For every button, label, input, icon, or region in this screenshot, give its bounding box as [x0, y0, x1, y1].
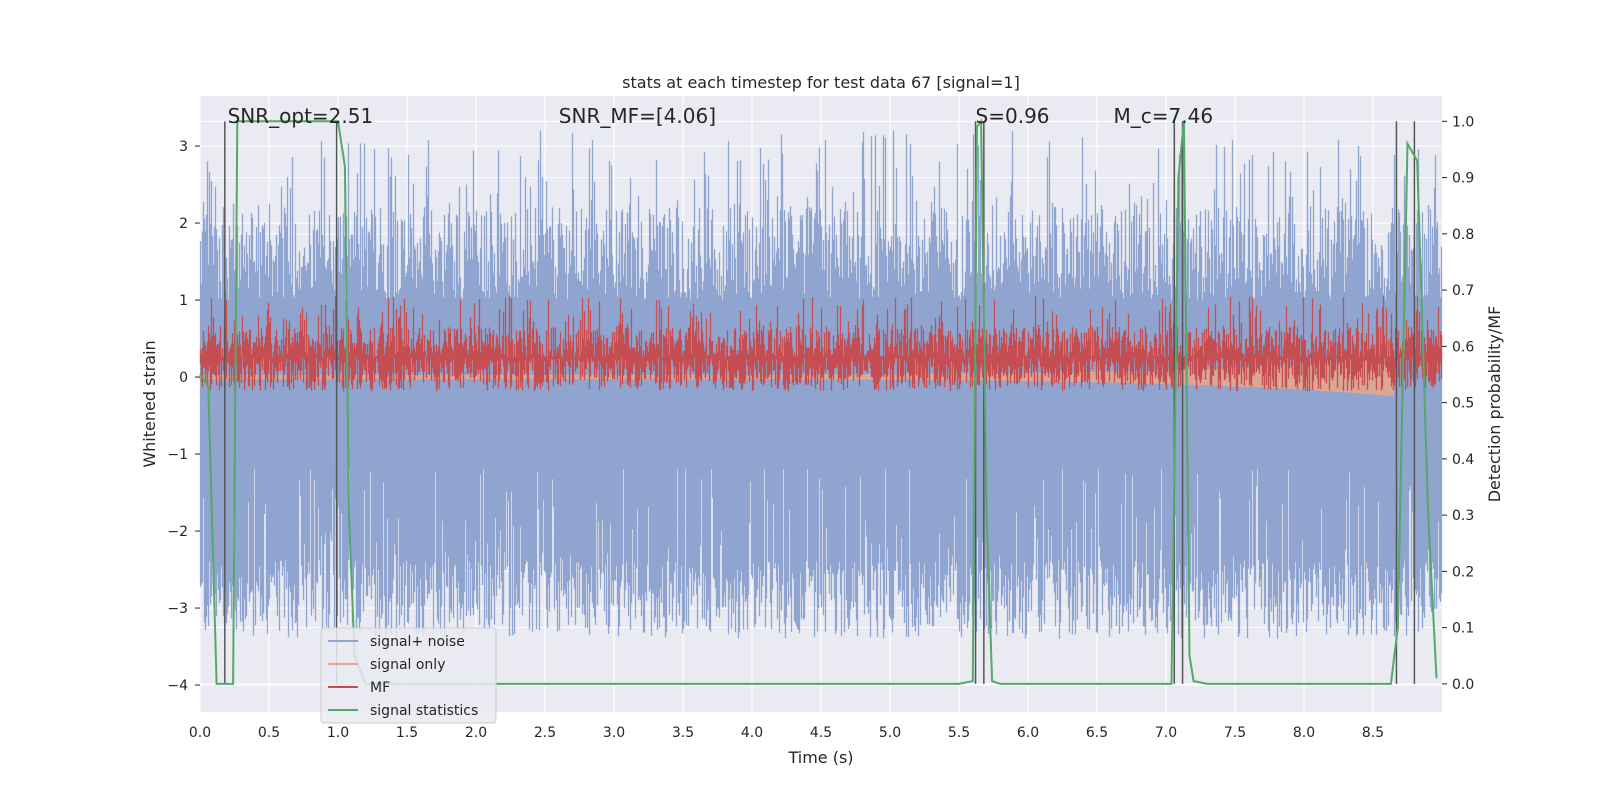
signal-statistics-line — [199, 118, 1438, 685]
y-tick-label: 3 — [179, 139, 188, 155]
x-tick-label: 6.0 — [1017, 725, 1039, 741]
y-tick-label: 0 — [179, 370, 188, 386]
y-right-tick-label: 0.2 — [1452, 564, 1474, 580]
y-tick-label: −3 — [167, 601, 188, 617]
y-right-tick-label: 0.9 — [1452, 171, 1474, 187]
y-right-tick-label: 0.6 — [1452, 339, 1474, 355]
x-axis-label: Time (s) — [787, 748, 853, 767]
x-tick-label: 0.5 — [258, 725, 280, 741]
x-tick-label: 7.0 — [1155, 725, 1177, 741]
y-tick-label: −4 — [167, 678, 188, 694]
y-right-axis-label: Detection probability/MF — [1485, 306, 1504, 503]
legend-box — [320, 627, 497, 724]
x-tick-label: 5.0 — [879, 725, 901, 741]
y-axis-ticks: 3 2 1 0 −1 −2 −3 −4 — [167, 139, 200, 694]
y-tick-label: 1 — [179, 293, 188, 309]
x-axis-ticks: 0.0 0.5 1.0 1.5 2.0 2.5 3.0 3.5 4.0 4.5 5.0 5.5 6.0 6… — [189, 725, 1384, 741]
x-tick-label: 4.0 — [741, 725, 763, 741]
annotations: SNR_opt=2.51 SNR_MF=[4.06] S=0.96 M_c=7.46 — [228, 104, 1214, 128]
x-tick-label: 7.5 — [1224, 725, 1246, 741]
y-tick-label: −2 — [167, 524, 188, 540]
y-right-tick-label: 0.5 — [1452, 396, 1474, 412]
x-tick-label: 6.5 — [1086, 725, 1108, 741]
legend-label: signal only — [370, 657, 445, 673]
legend-label: MF — [370, 680, 390, 696]
mf-line — [199, 296, 1443, 392]
y-right-tick-label: 0.8 — [1452, 227, 1474, 243]
x-tick-label: 1.0 — [327, 725, 349, 741]
x-tick-label: 3.0 — [603, 725, 625, 741]
y-right-tick-label: 0.0 — [1452, 677, 1474, 693]
x-tick-label: 0.0 — [189, 725, 211, 741]
legend-label: signal+ noise — [370, 634, 465, 650]
y-tick-label: −1 — [167, 447, 188, 463]
y-axis-label: Whitened strain — [140, 340, 159, 467]
x-tick-label: 2.5 — [534, 725, 556, 741]
x-tick-label: 2.0 — [465, 725, 487, 741]
y-tick-label: 2 — [179, 216, 188, 232]
y-right-tick-label: 0.1 — [1452, 621, 1474, 637]
x-tick-label: 8.5 — [1362, 725, 1384, 741]
x-tick-label: 3.5 — [672, 725, 694, 741]
vertical-markers — [224, 121, 1416, 684]
legend: signal+ noise signal only MF signal statist… — [320, 627, 497, 724]
legend-label: signal statistics — [370, 703, 478, 719]
x-tick-label: 1.5 — [396, 725, 418, 741]
y-right-tick-label: 0.3 — [1452, 508, 1474, 524]
y-right-axis-ticks: 1.0 0.9 0.8 0.7 0.6 0.5 0.4 0.3 0.2 0.1 0.0 — [1442, 114, 1474, 693]
annotation-text: S=0.96 — [976, 104, 1050, 128]
signal-statistics-series — [199, 118, 1438, 685]
y-right-tick-label: 1.0 — [1452, 114, 1474, 130]
x-tick-label: 8.0 — [1293, 725, 1315, 741]
x-tick-label: 5.5 — [948, 725, 970, 741]
y-right-tick-label: 0.4 — [1452, 452, 1474, 468]
y-right-tick-label: 0.7 — [1452, 283, 1474, 299]
annotation-text: SNR_opt=2.51 — [228, 104, 374, 128]
annotation-text: SNR_MF=[4.06] — [559, 104, 716, 128]
annotation-text: M_c=7.46 — [1114, 104, 1214, 128]
mf-series — [199, 296, 1443, 392]
x-tick-label: 4.5 — [810, 725, 832, 741]
chart-title: stats at each timestep for test data 67 … — [622, 73, 1020, 92]
